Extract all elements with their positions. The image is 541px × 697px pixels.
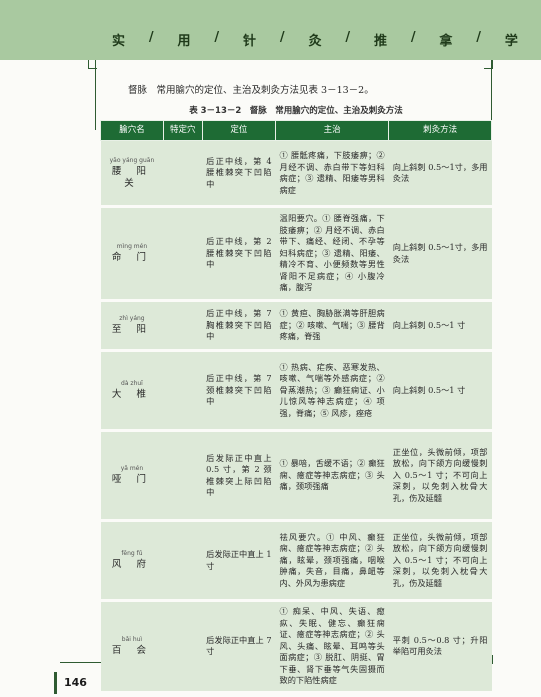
- location-cell: 后正中线，第 7 胸椎棘突下凹陷中: [202, 300, 276, 352]
- indications-cell: ① 痴呆、中风、失语、瘛疭、失眠、健忘、癫狂痫证、癔症等神志病症；② 头风、头痛…: [275, 600, 389, 694]
- point-name-cell: dà zhuī 大 椎: [100, 350, 164, 432]
- header-banner: [0, 0, 541, 60]
- corner-ornament: [484, 60, 493, 69]
- page-number-bar: [54, 672, 57, 694]
- special-point-cell: [163, 520, 203, 602]
- table-caption: 表 3－13－2 督脉 常用腧穴的定位、主治及刺灸方法: [189, 106, 403, 116]
- table-row: fēng fǔ 风 府 后发际正中直上 1 寸 祛风要穴。① 中风、癫狂痫、癔症…: [100, 520, 492, 602]
- title-char: 针: [242, 34, 257, 49]
- location-cell: 后发际正中直上 0.5 寸，第 2 颈椎棘突上际凹陷中: [202, 430, 276, 522]
- header-indications: 主治: [275, 120, 390, 141]
- indications-cell: 温阳要穴。① 腰脊强痛，下肢痿痹；② 月经不调、赤白带下、痛经、经闭、不孕等妇科…: [275, 206, 389, 302]
- table-row: bǎi huì 百 会 后发际正中直上 7 寸 ① 痴呆、中风、失语、瘛疭、失眠…: [100, 600, 492, 694]
- point-name: 至 阳: [111, 324, 152, 336]
- special-point-cell: [163, 350, 203, 432]
- acupoint-table: 腧穴名 特定穴 定位 主治 刺灸方法 yāo yáng guān 腰 阳 关 后…: [100, 120, 492, 694]
- table-row: dà zhuī 大 椎 后正中线，第 7 颈椎棘突下凹陷中 ① 热病、疟疾、恶寒…: [100, 350, 492, 432]
- point-pinyin: bǎi huì: [121, 636, 143, 643]
- title-sep: /: [345, 30, 352, 45]
- indications-cell: ① 暴喑，舌缓不语；② 癫狂痫、癔症等神志病症；③ 头痛，颈项强痛: [275, 430, 389, 522]
- point-pinyin: dà zhuī: [121, 380, 143, 388]
- point-pinyin: yǎ mén: [120, 465, 144, 473]
- table-row: zhì yáng 至 阳 后正中线，第 7 胸椎棘突下凹陷中 ① 黄疸、胸胁胀满…: [100, 300, 492, 352]
- point-name-cell: mìng mén 命 门: [100, 206, 164, 302]
- header-technique: 刺灸方法: [388, 120, 492, 141]
- special-point-cell: [163, 600, 203, 694]
- intro-text: 督脉 常用腧穴的定位、主治及刺灸方法见表 3－13－2。: [128, 85, 374, 96]
- point-name-cell: zhì yáng 至 阳: [100, 300, 164, 352]
- title-char: 拿: [439, 34, 454, 49]
- technique-cell: 平刺 0.5～0.8 寸；升阳举陷可用灸法: [388, 600, 492, 694]
- special-point-cell: [163, 300, 203, 352]
- title-char: 实: [112, 34, 127, 49]
- title-sep: /: [410, 30, 417, 45]
- point-name: 风 府: [111, 559, 152, 571]
- corner-ornament: [88, 60, 97, 69]
- title-char: 灸: [308, 34, 323, 49]
- point-pinyin: fēng fǔ: [121, 550, 143, 558]
- table-header-row: 腧穴名 特定穴 定位 主治 刺灸方法: [100, 120, 492, 141]
- indications-cell: 祛风要穴。① 中风、癫狂痫、癔症等神志病症；② 头痛，眩晕，颈项强痛，咽喉肿痛，…: [275, 520, 389, 602]
- location-cell: 后正中线，第 7 颈椎棘突下凹陷中: [202, 350, 276, 432]
- special-point-cell: [163, 430, 203, 522]
- header-point-name: 腧穴名: [100, 120, 164, 141]
- location-cell: 后发际正中直上 1 寸: [202, 520, 276, 602]
- indications-cell: ① 黄疸、胸胁胀满等肝胆病症；② 咳嗽、气喘；③ 腰背疼痛，脊强: [275, 300, 389, 352]
- indications-cell: ① 腰骶疼痛，下肢痿痹；② 月经不调、赤白带下等妇科病症；③ 遗精、阳痿等男科病…: [275, 140, 389, 208]
- technique-cell: 正坐位，头微前倾，项部放松，向下颌方向缓慢刺入 0.5～1 寸；不可向上深刺，以…: [388, 430, 492, 522]
- point-pinyin: mìng mén: [116, 243, 148, 251]
- location-cell: 后正中线，第 4 腰椎棘突下凹陷中: [202, 140, 276, 208]
- title-char: 用: [177, 34, 192, 49]
- title-sep: /: [148, 30, 155, 45]
- table-row: mìng mén 命 门 后正中线，第 2 腰椎棘突下凹陷中 温阳要穴。① 腰脊…: [100, 206, 492, 302]
- technique-cell: 向上斜刺 0.5～1寸，多用灸法: [388, 206, 492, 302]
- title-sep: /: [214, 30, 221, 45]
- point-name: 百 会: [111, 645, 152, 656]
- header-location: 定位: [201, 120, 277, 141]
- point-pinyin: yāo yáng guān: [109, 157, 155, 164]
- point-name-cell: yǎ mén 哑 门: [100, 430, 164, 522]
- special-point-cell: [163, 140, 203, 208]
- point-name: 腰 阳 关: [111, 166, 152, 189]
- technique-cell: 向上斜刺 0.5～1 寸: [388, 300, 492, 352]
- header-special-point: 特定穴: [162, 120, 203, 141]
- point-name: 命 门: [111, 252, 152, 264]
- location-cell: 后正中线，第 2 腰椎棘突下凹陷中: [202, 206, 276, 302]
- location-cell: 后发际正中直上 7 寸: [202, 600, 276, 694]
- book-title: 实 / 用 / 针 / 灸 / 推 / 拿 / 学: [0, 30, 541, 52]
- title-sep: /: [279, 30, 286, 45]
- table-row: yāo yáng guān 腰 阳 关 后正中线，第 4 腰椎棘突下凹陷中 ① …: [100, 140, 492, 208]
- technique-cell: 正坐位，头微前倾，项部放松，向下颌方向缓慢刺入 0.5～1 寸；不可向上深刺，以…: [388, 520, 492, 602]
- technique-cell: 向上斜刺 0.5～1 寸: [388, 350, 492, 432]
- point-name: 大 椎: [111, 389, 152, 401]
- technique-cell: 向上斜刺 0.5～1寸，多用灸法: [388, 140, 492, 208]
- point-name: 哑 门: [111, 474, 152, 486]
- table-row: yǎ mén 哑 门 后发际正中直上 0.5 寸，第 2 颈椎棘突上际凹陷中 ①…: [100, 430, 492, 522]
- page-number: 146: [64, 676, 87, 689]
- title-sep: /: [476, 30, 483, 45]
- point-pinyin: zhì yáng: [119, 315, 145, 323]
- right-border-line: [491, 60, 493, 663]
- point-name-cell: bǎi huì 百 会: [100, 600, 164, 694]
- point-name-cell: yāo yáng guān 腰 阳 关: [100, 140, 164, 208]
- left-border-line: [95, 60, 97, 130]
- special-point-cell: [163, 206, 203, 302]
- title-char: 学: [504, 34, 519, 49]
- point-name-cell: fēng fǔ 风 府: [100, 520, 164, 602]
- title-char: 推: [373, 34, 388, 49]
- indications-cell: ① 热病、疟疾、恶寒发热、咳嗽、气喘等外感病症；② 骨蒸潮热；③ 癫狂痫证、小儿…: [275, 350, 389, 432]
